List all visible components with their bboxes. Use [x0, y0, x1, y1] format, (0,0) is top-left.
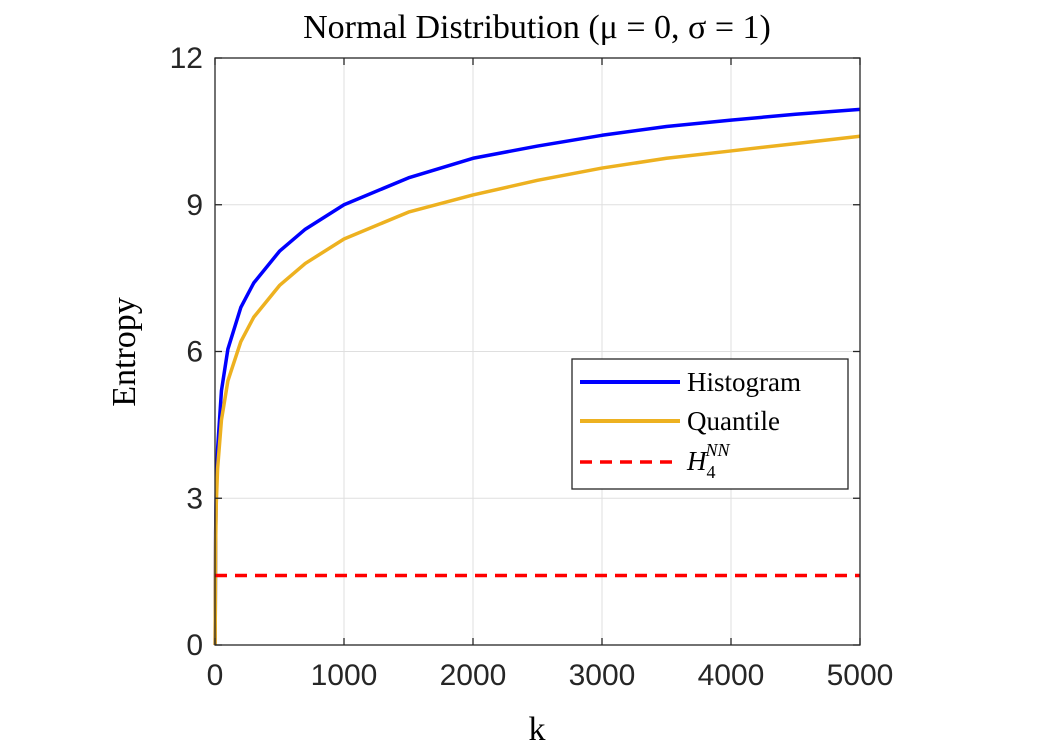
y-tick-label: 9	[186, 189, 203, 222]
legend-label-h4nn-sub: 4	[707, 462, 716, 482]
series-lines	[213, 107, 861, 646]
y-axis-label: Entropy	[106, 297, 143, 407]
legend-label-h4nn-base: H	[686, 446, 708, 476]
y-tick-label: 3	[186, 482, 203, 515]
x-tick-label: 0	[207, 659, 224, 692]
y-tick-label: 12	[170, 42, 203, 75]
x-tick-label: 1000	[311, 659, 378, 692]
legend: Histogram Quantile H4NN	[571, 358, 849, 490]
tick-marks	[214, 57, 861, 646]
x-tick-label: 2000	[440, 659, 507, 692]
chart-title: Normal Distribution (μ = 0, σ = 1)	[303, 9, 771, 46]
legend-label-h4nn-sup: NN	[705, 440, 731, 460]
x-tick-label: 3000	[569, 659, 636, 692]
x-tick-label: 5000	[827, 659, 894, 692]
y-tick-label: 6	[186, 336, 203, 369]
x-tick-labels: 0 1000 2000 3000 4000 5000	[207, 659, 894, 692]
legend-label-h4nn: H4NN	[686, 440, 731, 482]
legend-label-histogram: Histogram	[687, 367, 801, 397]
x-axis-label: k	[529, 711, 546, 748]
x-tick-label: 4000	[698, 659, 765, 692]
legend-label-quantile: Quantile	[687, 406, 780, 436]
y-tick-label: 0	[186, 629, 203, 662]
quantile-line	[213, 134, 861, 646]
y-tick-labels: 0 3 6 9 12	[170, 42, 203, 662]
